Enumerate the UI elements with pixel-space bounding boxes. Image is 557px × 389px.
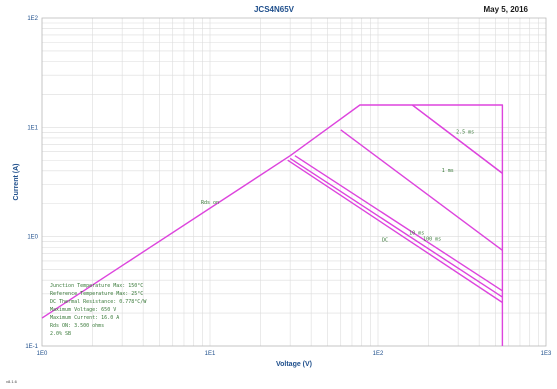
info-line: Maximum Voltage: 650 V bbox=[50, 307, 116, 313]
info-box: Junction Temperature Max: 150°C Reference… bbox=[50, 283, 147, 337]
annotation-layer: Rds on 2.5 ms 1 ms 10 ms DC 100 ms bbox=[201, 129, 474, 243]
y-axis-ticks: 1E-1 1E0 1E1 1E2 bbox=[25, 16, 38, 350]
soa-series-line bbox=[287, 159, 503, 304]
info-line: 2.0% SB bbox=[50, 331, 71, 337]
series-layer bbox=[41, 104, 504, 346]
plot-area bbox=[41, 17, 547, 347]
soa-series-line bbox=[340, 129, 503, 251]
x-tick-label: 1E1 bbox=[205, 351, 216, 357]
soa-series-line bbox=[294, 155, 503, 292]
grid-lines bbox=[41, 18, 546, 347]
soa-series-line bbox=[289, 157, 503, 298]
info-line: Junction Temperature Max: 150°C bbox=[50, 283, 143, 289]
curve-label: 2.5 ms bbox=[456, 129, 474, 135]
y-axis-title: Current (A) bbox=[13, 164, 20, 201]
info-line: Reference Temperature Max: 25°C bbox=[50, 291, 143, 297]
curve-label: 100 ms bbox=[423, 237, 441, 243]
curve-label: 10 ms bbox=[409, 230, 424, 236]
x-axis-title: Voltage (V) bbox=[276, 361, 312, 368]
chart-title: JCS4N65V bbox=[254, 5, 295, 14]
info-line: Rds ON: 3.500 ohms bbox=[50, 323, 104, 329]
soa-series-line bbox=[289, 104, 504, 346]
y-tick-label: 1E1 bbox=[27, 125, 38, 131]
soa-series-line bbox=[411, 104, 503, 174]
plot-frame bbox=[41, 17, 547, 347]
curve-label: 1 ms bbox=[442, 168, 454, 174]
y-tick-label: 1E0 bbox=[27, 235, 38, 241]
info-line: Maximum Current: 16.0 A bbox=[50, 315, 119, 321]
soa-series-line bbox=[41, 155, 291, 319]
x-axis-ticks: 1E0 1E1 1E2 1E3 bbox=[37, 351, 552, 357]
y-tick-label: 1E-1 bbox=[25, 344, 38, 350]
curve-label: DC bbox=[382, 238, 388, 244]
x-tick-label: 1E3 bbox=[541, 351, 552, 357]
info-line: DC Thermal Resistance: 0.778°C/W bbox=[50, 299, 147, 305]
chart-date: May 5, 2016 bbox=[484, 5, 529, 14]
version-label: v8.1.6 bbox=[6, 379, 18, 384]
y-tick-label: 1E2 bbox=[27, 16, 38, 22]
x-tick-label: 1E2 bbox=[373, 351, 384, 357]
x-tick-label: 1E0 bbox=[37, 351, 48, 357]
curve-label: Rds on bbox=[201, 200, 219, 206]
